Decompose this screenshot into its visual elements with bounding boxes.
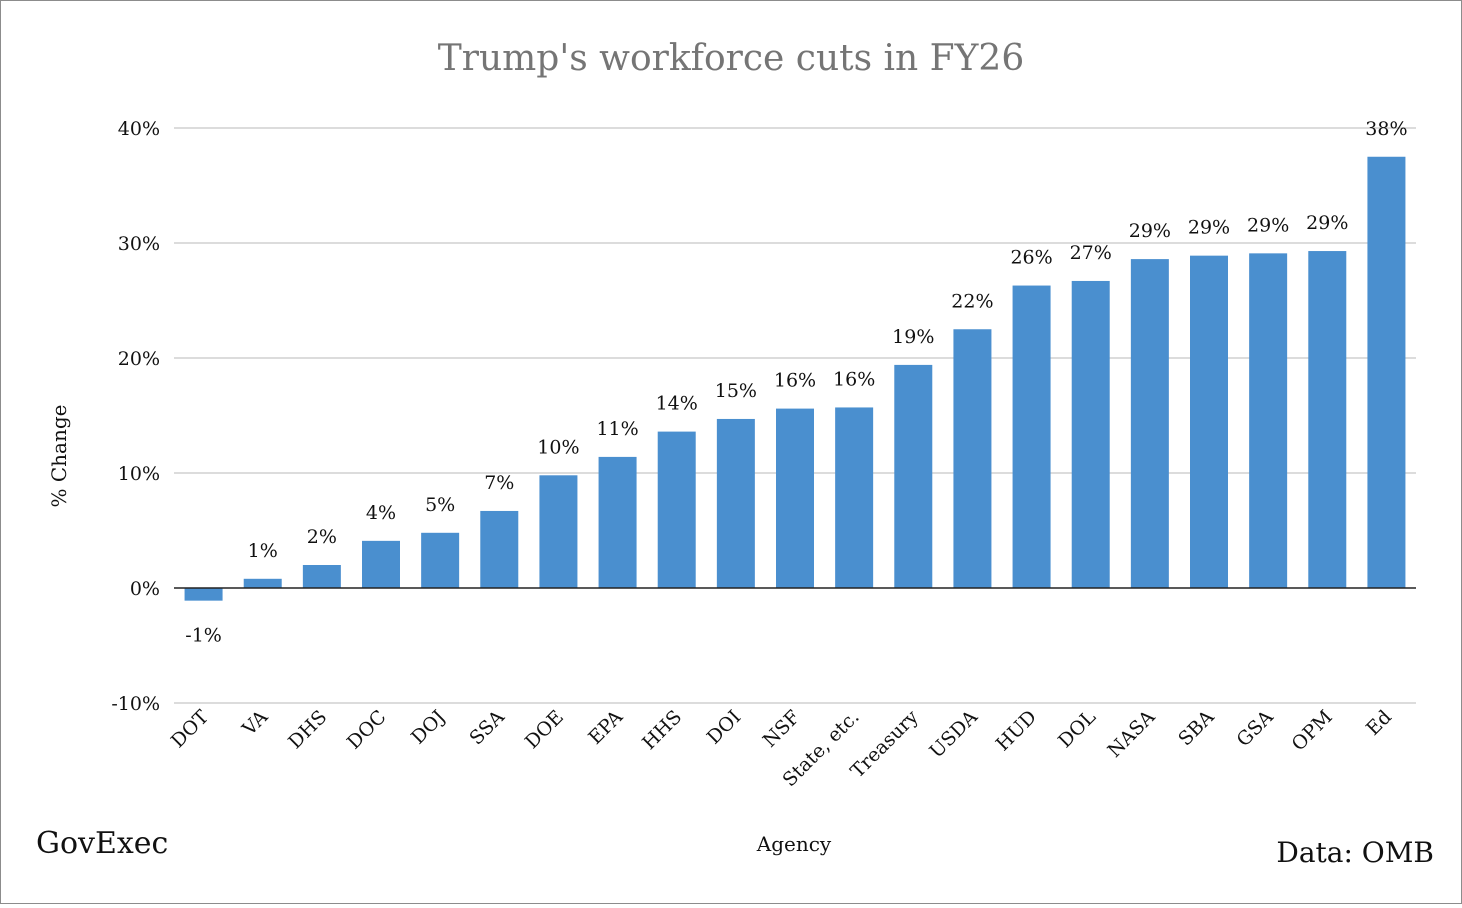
bar-ed: [1367, 156, 1406, 588]
x-tick-label: DHS: [284, 706, 331, 753]
data-label: -1%: [185, 625, 222, 647]
y-tick-label: 10%: [118, 463, 160, 485]
bar-hud: [1012, 285, 1051, 588]
chart-title: Trump's workforce cuts in FY26: [437, 38, 1025, 79]
data-label: 29%: [1129, 220, 1171, 242]
y-axis-ticks: -10% 0% 10% 20% 30% 40%: [111, 118, 160, 715]
bar-dol: [1071, 280, 1110, 588]
bar-epa: [598, 456, 637, 588]
bar-doi: [716, 418, 755, 588]
bar-opm: [1308, 251, 1347, 589]
data-label: 16%: [833, 368, 875, 390]
x-tick-label: OPM: [1287, 706, 1336, 755]
data-label: 2%: [307, 526, 337, 548]
data-label: 7%: [484, 472, 514, 494]
data-label: 11%: [596, 418, 638, 440]
data-labels: -1% 1% 2% 4% 5% 7% 10% 11% 14% 15% 16% 16% 19% 22% 26%…: [185, 118, 1407, 647]
data-label: 1%: [248, 540, 278, 562]
x-tick-label: DOC: [343, 706, 391, 754]
data-label: 29%: [1247, 214, 1289, 236]
data-label: 22%: [951, 290, 993, 312]
x-tick-label: NSF: [759, 706, 805, 752]
bar-dhs: [302, 565, 341, 588]
y-axis-title: % Change: [47, 405, 71, 508]
x-tick-label: VA: [237, 706, 272, 741]
data-label: 4%: [366, 502, 396, 524]
y-tick-label: -10%: [111, 693, 160, 715]
data-label: 27%: [1070, 242, 1112, 264]
data-label: 16%: [774, 370, 816, 392]
data-label: 29%: [1306, 212, 1348, 234]
bar-state-etc: [835, 407, 874, 588]
y-tick-label: 0%: [130, 578, 160, 600]
bar-doc: [362, 540, 400, 588]
x-tick-label: HHS: [638, 706, 686, 754]
y-tick-label: 40%: [118, 118, 160, 140]
y-tick-label: 20%: [118, 348, 160, 370]
data-source: Data: OMB: [1276, 836, 1434, 869]
x-tick-label: DOE: [521, 706, 568, 753]
x-tick-label: SSA: [465, 706, 509, 750]
data-label: 38%: [1365, 118, 1407, 140]
x-tick-label: DOI: [703, 706, 746, 749]
x-tick-label: NASA: [1103, 706, 1159, 762]
x-tick-label: DOT: [167, 706, 214, 753]
data-label: 19%: [892, 326, 934, 348]
data-label: 29%: [1188, 217, 1230, 239]
y-tick-label: 30%: [118, 233, 160, 255]
x-tick-label: DOL: [1054, 706, 1101, 753]
bar-doe: [539, 475, 578, 588]
data-label: 10%: [537, 436, 579, 458]
bar-treasury: [894, 364, 933, 588]
x-tick-label: HUD: [992, 706, 1041, 755]
brand-logo-text: GovExec: [36, 826, 169, 861]
x-tick-label: DOJ: [407, 706, 450, 749]
x-tick-label: Ed: [1362, 706, 1396, 740]
bar-hhs: [657, 431, 696, 588]
x-tick-label: SBA: [1174, 706, 1219, 751]
bars: [174, 156, 1416, 601]
bar-dot: [184, 588, 223, 601]
bar-doj: [421, 532, 460, 588]
data-label: 5%: [425, 494, 455, 516]
data-label: 14%: [656, 393, 698, 415]
x-tick-label: GSA: [1232, 706, 1277, 751]
bar-sba: [1190, 255, 1228, 588]
x-tick-label: USDA: [925, 706, 982, 763]
data-label: 26%: [1010, 247, 1052, 269]
bar-nasa: [1130, 259, 1169, 588]
x-tick-label: EPA: [584, 706, 627, 749]
x-axis-title: Agency: [756, 832, 832, 856]
bar-ssa: [480, 510, 519, 588]
bar-usda: [953, 329, 992, 588]
data-label: 15%: [715, 380, 757, 402]
bar-va: [243, 578, 282, 588]
bar-gsa: [1249, 253, 1288, 588]
bar-nsf: [776, 408, 814, 588]
